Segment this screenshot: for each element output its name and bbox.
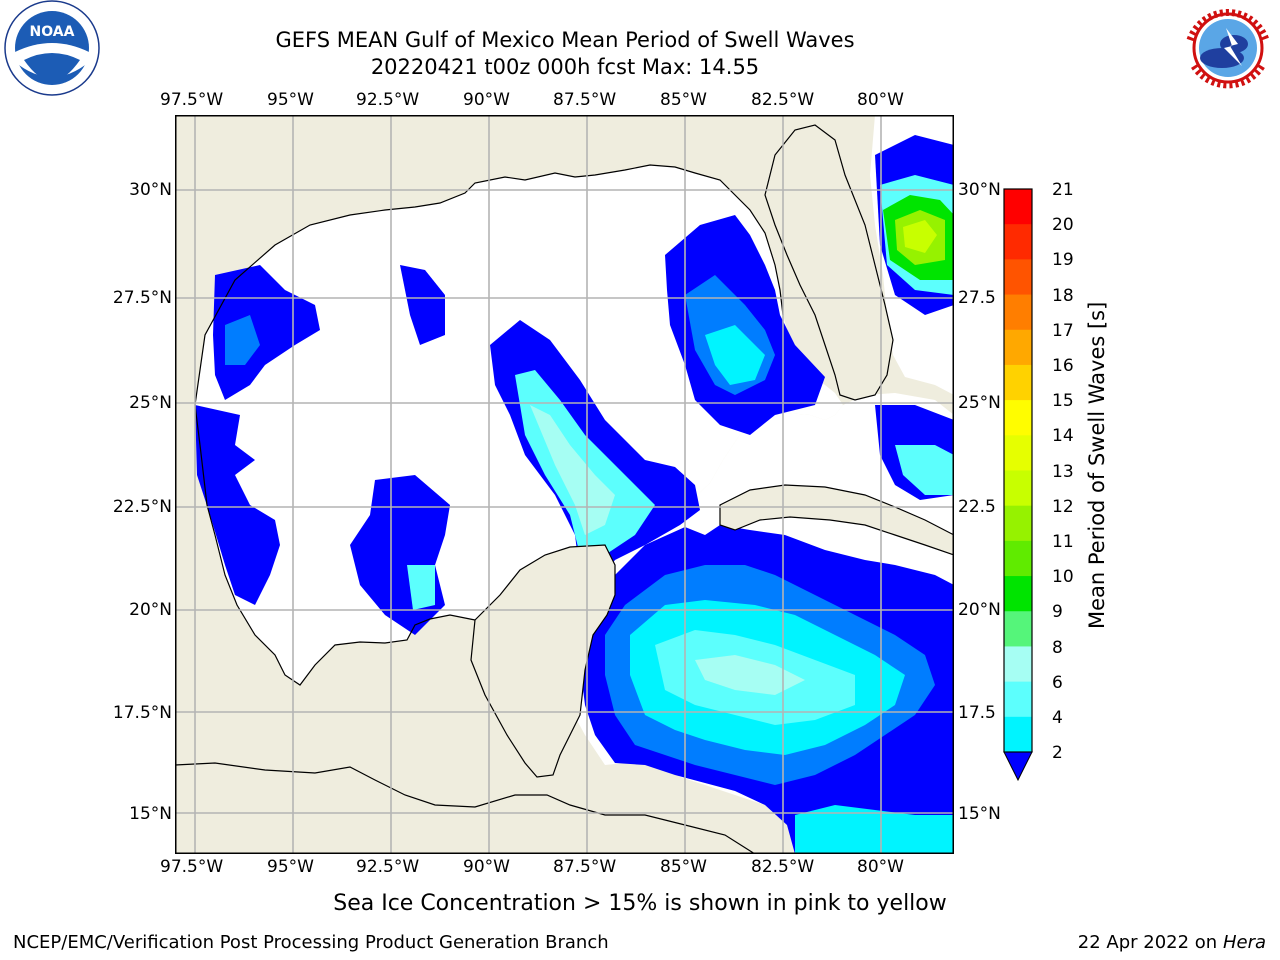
lat-label: 30°N bbox=[129, 180, 172, 200]
lon-label: 97.5°W bbox=[160, 857, 224, 877]
footer-date-text: 22 Apr 2022 on bbox=[1077, 932, 1223, 953]
colorbar-tick: 15 bbox=[1052, 391, 1074, 411]
lat-label: 17.5°N bbox=[112, 703, 172, 723]
nws-logo bbox=[1182, 2, 1274, 94]
lon-label: 92.5°W bbox=[356, 90, 420, 110]
colorbar-segments bbox=[1004, 189, 1032, 753]
lon-label: 82.5°W bbox=[751, 857, 815, 877]
colorbar-ticks: 21 20 19 18 17 16 15 14 13 12 11 10 9 8 … bbox=[1040, 180, 1110, 780]
colorbar-tick: 19 bbox=[1052, 250, 1074, 270]
lon-label: 87.5°W bbox=[553, 90, 617, 110]
colorbar-tick: 17 bbox=[1052, 321, 1074, 341]
colorbar-tick: 4 bbox=[1052, 708, 1063, 728]
colorbar-segment bbox=[1004, 259, 1032, 296]
lon-labels-top: 97.5°W 95°W 92.5°W 90°W 87.5°W 85°W 82.5… bbox=[0, 90, 1280, 112]
lon-label: 92.5°W bbox=[356, 857, 420, 877]
lon-label: 80°W bbox=[857, 90, 904, 110]
noaa-logo-text: NOAA bbox=[30, 24, 75, 40]
title-line-1: GEFS MEAN Gulf of Mexico Mean Period of … bbox=[275, 28, 855, 52]
lat-label: 20°N bbox=[129, 600, 172, 620]
colorbar-tick: 13 bbox=[1052, 462, 1074, 482]
colorbar-segment bbox=[1004, 400, 1032, 436]
colorbar-tick: 6 bbox=[1052, 673, 1063, 693]
lon-label: 82.5°W bbox=[751, 90, 815, 110]
footer-branch: NCEP/EMC/Verification Post Processing Pr… bbox=[13, 932, 609, 953]
lat-label: 27.5°N bbox=[112, 288, 172, 308]
land-florida bbox=[764, 124, 894, 401]
colorbar-tick: 18 bbox=[1052, 286, 1074, 306]
footer-date: 22 Apr 2022 on Hera bbox=[1078, 932, 1266, 953]
colorbar-segment bbox=[1004, 576, 1032, 612]
footer-machine: Hera bbox=[1222, 932, 1266, 953]
swell-shading bbox=[175, 135, 954, 854]
sea-ice-caption: Sea Ice Concentration > 15% is shown in … bbox=[333, 891, 947, 916]
colorbar-segment bbox=[1004, 189, 1032, 225]
colorbar-tick: 11 bbox=[1052, 532, 1074, 552]
lon-label: 85°W bbox=[660, 90, 707, 110]
colorbar-tick: 12 bbox=[1052, 497, 1074, 517]
lat-label: 15°N bbox=[958, 804, 1001, 824]
colorbar-tick: 2 bbox=[1052, 743, 1063, 763]
lat-label: 22.5 bbox=[958, 497, 996, 517]
colorbar-segment bbox=[1004, 364, 1032, 401]
colorbar-tick: 8 bbox=[1052, 638, 1063, 658]
colorbar-tick: 21 bbox=[1052, 180, 1074, 200]
lat-labels-left: 30°N 27.5°N 25°N 22.5°N 20°N 17.5°N 15°N bbox=[0, 0, 172, 960]
lat-label: 15°N bbox=[129, 804, 172, 824]
colorbar-segment bbox=[1004, 716, 1032, 753]
map-frame bbox=[175, 115, 954, 854]
graticule bbox=[175, 115, 954, 854]
noaa-logo: NOAA bbox=[4, 0, 100, 96]
lat-label: 30°N bbox=[958, 180, 1001, 200]
colorbar-segment bbox=[1004, 435, 1032, 471]
lon-label: 90°W bbox=[463, 90, 510, 110]
colorbar-segment bbox=[1004, 294, 1032, 331]
colorbar bbox=[1003, 188, 1033, 782]
lat-label: 22.5°N bbox=[112, 497, 172, 517]
lat-labels-right: 30°N 27.5 25°N 22.5 20°N 17.5 15°N bbox=[958, 0, 1018, 960]
lat-label: 27.5 bbox=[958, 288, 996, 308]
lat-label: 17.5 bbox=[958, 703, 996, 723]
colorbar-segment bbox=[1004, 611, 1032, 647]
lat-label: 25°N bbox=[958, 393, 1001, 413]
colorbar-under-triangle bbox=[1003, 751, 1033, 782]
lon-label: 80°W bbox=[857, 857, 904, 877]
colorbar-label: Mean Period of Swell Waves [s] bbox=[1085, 301, 1109, 629]
land-yucatan bbox=[470, 544, 616, 778]
colorbar-tick: 16 bbox=[1052, 356, 1074, 376]
colorbar-segment bbox=[1004, 646, 1032, 683]
colorbar-segment bbox=[1004, 224, 1032, 260]
lon-label: 95°W bbox=[267, 90, 314, 110]
lon-label: 85°W bbox=[660, 857, 707, 877]
title-line-2: 20220421 t00z 000h fcst Max: 14.55 bbox=[370, 55, 760, 79]
lat-label: 20°N bbox=[958, 600, 1001, 620]
colorbar-tick: 20 bbox=[1052, 215, 1074, 235]
colorbar-tick: 14 bbox=[1052, 426, 1074, 446]
colorbar-segment bbox=[1004, 505, 1032, 542]
lon-label: 97.5°W bbox=[160, 90, 224, 110]
colorbar-frame bbox=[1003, 188, 1033, 753]
colorbar-segment bbox=[1004, 540, 1032, 577]
lat-label: 25°N bbox=[129, 393, 172, 413]
colorbar-tick: 9 bbox=[1052, 602, 1063, 622]
lon-label: 95°W bbox=[267, 857, 314, 877]
lon-label: 87.5°W bbox=[553, 857, 617, 877]
colorbar-segment bbox=[1004, 681, 1032, 718]
land-cuba bbox=[719, 484, 954, 556]
lon-labels-bottom: 97.5°W 95°W 92.5°W 90°W 87.5°W 85°W 82.5… bbox=[0, 857, 1280, 879]
colorbar-tick: 10 bbox=[1052, 567, 1074, 587]
map-panel bbox=[175, 115, 954, 854]
colorbar-segment bbox=[1004, 329, 1032, 366]
colorbar-segment bbox=[1004, 470, 1032, 507]
lon-label: 90°W bbox=[463, 857, 510, 877]
land-central-america bbox=[175, 762, 757, 854]
